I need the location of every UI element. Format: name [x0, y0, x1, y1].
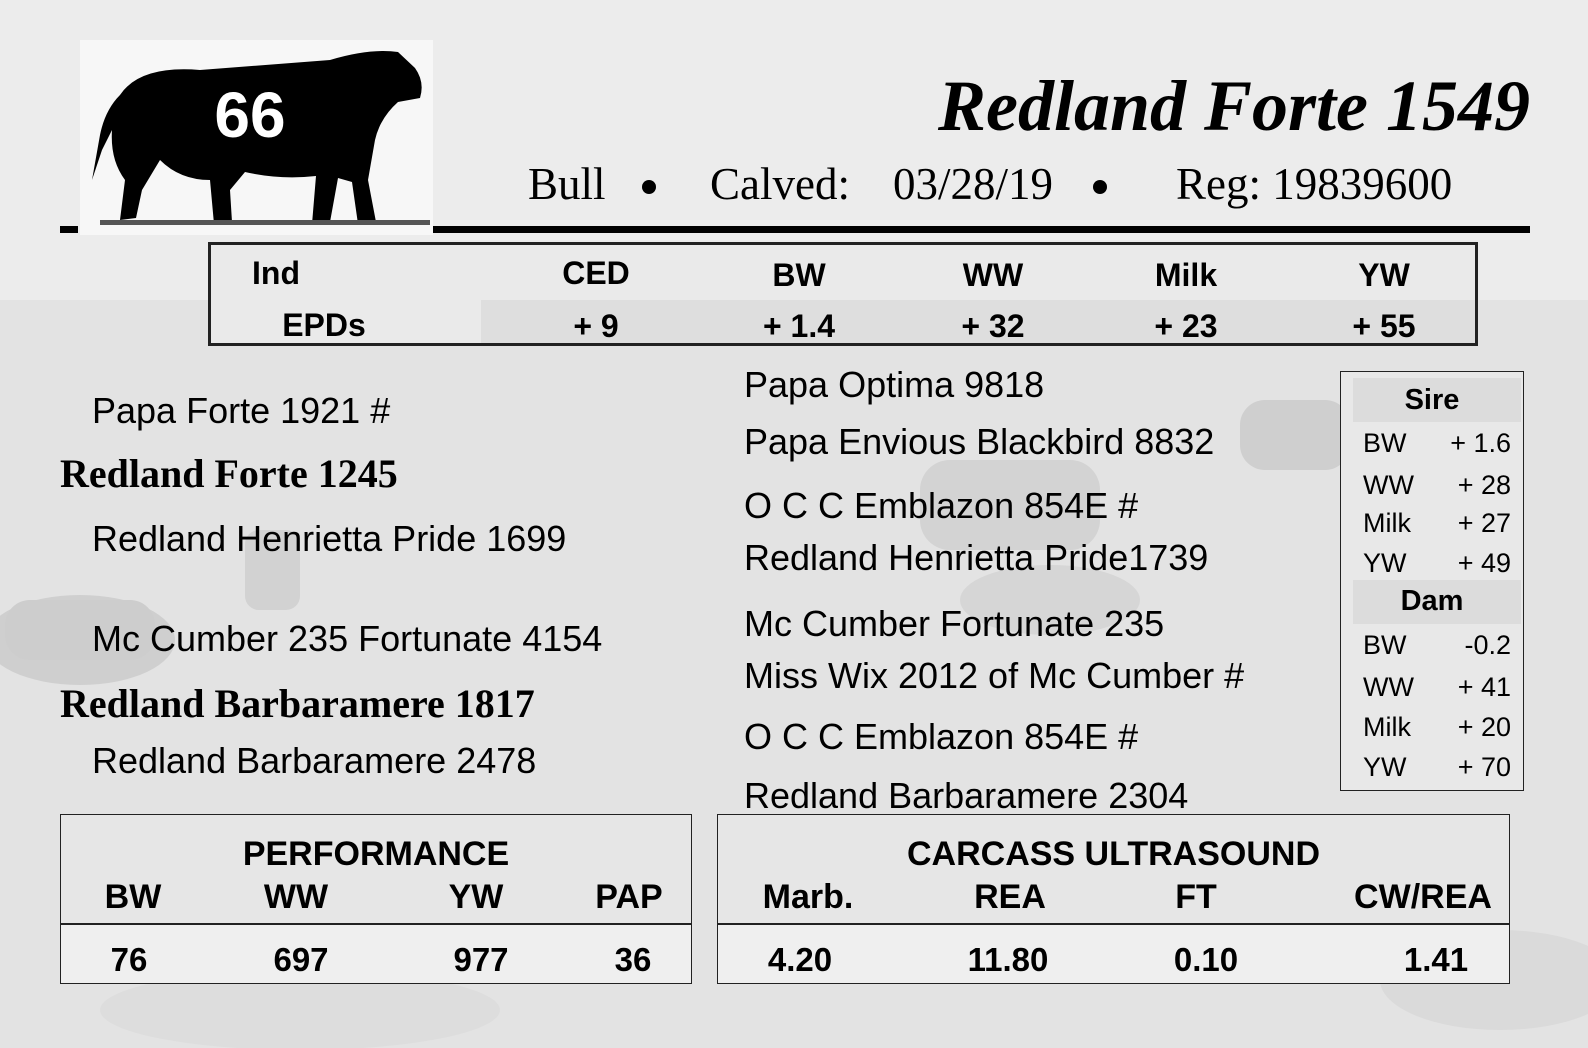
separator-dot: [642, 180, 656, 194]
performance-values-row: [61, 925, 691, 983]
table-divider: [61, 923, 691, 925]
title-rule: [433, 226, 1530, 233]
carcass-header: Marb.: [762, 878, 854, 916]
parent-epd-box: Sire BW + 1.6 WW + 28 Milk + 27 YW + 49 …: [1340, 371, 1524, 791]
sire-value: + 1.6: [1450, 428, 1511, 458]
epd-header-bw: BW: [772, 257, 826, 293]
pedigree-ggp: Miss Wix 2012 of Mc Cumber #: [744, 655, 1245, 696]
pedigree-dam: Redland Barbaramere 1817: [60, 681, 535, 726]
epd-header-milk: Milk: [1154, 257, 1218, 293]
pedigree-ggp: Redland Henrietta Pride1739: [744, 537, 1209, 578]
bull-silhouette-icon: [92, 51, 430, 225]
pedigree-ggp: O C C Emblazon 854E #: [744, 716, 1139, 757]
epd-value-ww: + 32: [961, 308, 1025, 344]
performance-title: PERFORMANCE: [242, 835, 510, 873]
dam-value: + 41: [1457, 672, 1511, 702]
epd-header-ced: CED: [562, 255, 630, 291]
pedigree-ggp: Mc Cumber Fortunate 235: [744, 603, 1165, 644]
carcass-header: FT: [1175, 878, 1217, 916]
performance-header: PAP: [595, 878, 663, 916]
pedigree-dam-dam: Redland Barbaramere 2478: [92, 740, 537, 781]
carcass-header: REA: [974, 878, 1046, 916]
sire-trait: WW: [1363, 470, 1414, 500]
animal-name: Redland Forte 1549: [937, 66, 1530, 146]
epd-value-bw: + 1.4: [762, 308, 836, 344]
calved-label: Calved:: [710, 159, 850, 209]
epd-value-yw: + 55: [1352, 308, 1416, 344]
lot-number: 66: [214, 79, 286, 151]
performance-header: WW: [263, 878, 329, 916]
sire-trait: Milk: [1363, 508, 1411, 538]
title-rule: [60, 226, 78, 233]
dam-title: Dam: [1400, 585, 1464, 617]
dam-trait: Milk: [1363, 712, 1411, 742]
dam-value: -0.2: [1464, 630, 1511, 660]
sire-value: + 28: [1457, 470, 1511, 500]
performance-value: 36: [614, 941, 652, 978]
sire-trait: YW: [1363, 548, 1407, 578]
carcass-table: CARCASS ULTRASOUND Marb. REA FT CW/REA 4…: [717, 814, 1510, 984]
pedigree-dam-sire: Mc Cumber 235 Fortunate 4154: [92, 618, 603, 659]
registration-number: Reg: 19839600: [1176, 159, 1453, 209]
dam-trait: WW: [1363, 672, 1414, 702]
pedigree-ggp: Papa Envious Blackbird 8832: [744, 421, 1215, 462]
carcass-value: 0.10: [1173, 941, 1239, 978]
epd-label-epds: EPDs: [282, 307, 366, 343]
dam-band: [1353, 580, 1521, 624]
sire-value: + 49: [1457, 548, 1511, 578]
pedigree-ggp: Redland Barbaramere 2304: [744, 775, 1189, 816]
carcass-value: 11.80: [967, 941, 1049, 978]
epd-values-shade: [481, 300, 1475, 343]
sire-title: Sire: [1404, 384, 1460, 416]
epd-header-ww: WW: [962, 257, 1024, 293]
pedigree-sire-sire: Papa Forte 1921 #: [92, 390, 391, 431]
carcass-title: CARCASS ULTRASOUND: [906, 835, 1321, 873]
table-divider: [718, 923, 1509, 925]
performance-value: 697: [273, 941, 329, 978]
epd-value-ced: + 9: [573, 308, 619, 344]
epd-table: Ind EPDs CED + 9 BW + 1.4 WW + 32 Milk +…: [208, 242, 1478, 346]
dam-trait: YW: [1363, 752, 1407, 782]
epd-label-ind: Ind: [252, 255, 300, 291]
animal-sex: Bull: [528, 159, 606, 209]
calved-date: 03/28/19: [893, 159, 1054, 209]
lot-badge: 66: [80, 40, 433, 235]
performance-value: 76: [110, 941, 148, 978]
sire-value: + 27: [1457, 508, 1511, 538]
sire-band: [1353, 378, 1521, 422]
sire-trait: BW: [1363, 428, 1407, 458]
carcass-value: 4.20: [767, 941, 833, 978]
carcass-header: CW/REA: [1354, 878, 1492, 916]
pedigree-ggp: Papa Optima 9818: [744, 364, 1045, 405]
carcass-value: 1.41: [1403, 941, 1469, 978]
dam-trait: BW: [1363, 630, 1407, 660]
pedigree-ggp: O C C Emblazon 854E #: [744, 485, 1139, 526]
performance-header: BW: [104, 878, 162, 916]
epd-header-yw: YW: [1358, 257, 1410, 293]
performance-value: 977: [453, 941, 509, 978]
performance-table: PERFORMANCE BW WW YW PAP 76 697 977 36: [60, 814, 692, 984]
dam-value: + 70: [1457, 752, 1511, 782]
dam-value: + 20: [1457, 712, 1511, 742]
separator-dot: [1093, 180, 1107, 194]
pedigree-sire: Redland Forte 1245: [60, 451, 398, 496]
carcass-values-row: [718, 925, 1509, 983]
pedigree-sire-dam: Redland Henrietta Pride 1699: [92, 518, 567, 559]
performance-header: YW: [448, 878, 504, 916]
epd-value-milk: + 23: [1154, 308, 1218, 344]
